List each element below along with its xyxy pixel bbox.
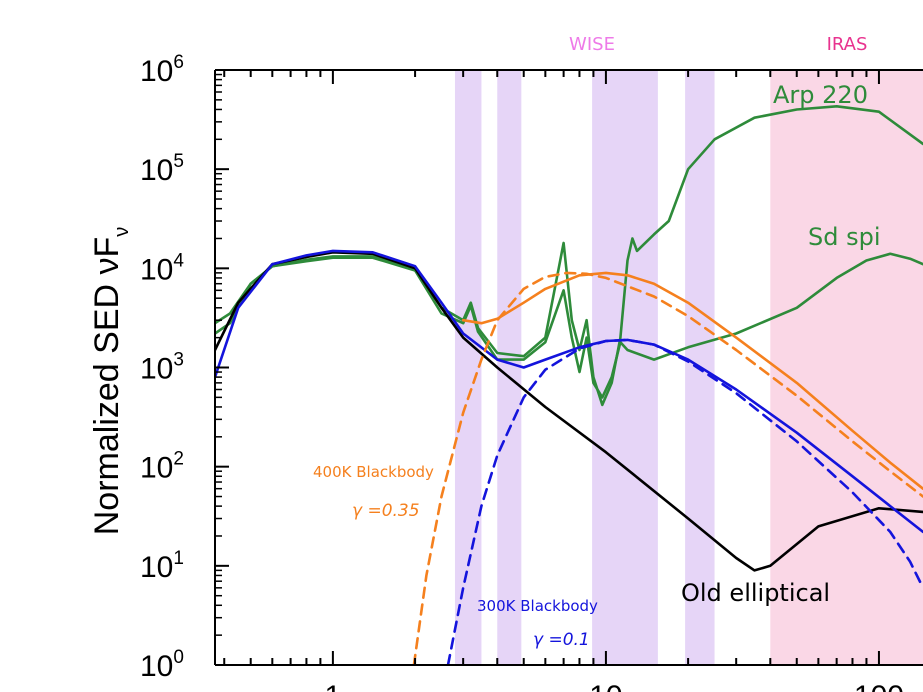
annotation-400k-blackbody: 400K Blackbody [313, 463, 434, 481]
series-300k-blackbody [446, 338, 923, 665]
y-tick-base: 10 [140, 650, 173, 683]
y-axis-label: Normalized SED νFν [88, 227, 133, 536]
annotation-old-elliptical: Old elliptical [681, 579, 830, 607]
wise-band-1 [497, 70, 522, 665]
x-tick-label: 10 [589, 680, 622, 692]
y-tick-base: 10 [140, 154, 173, 187]
band-label-iras: IRAS [827, 34, 868, 55]
annotation-gamma-400k: γ =0.35 [352, 501, 420, 521]
band-label-wise: WISE [569, 34, 615, 55]
y-tick-label: 101 [140, 548, 184, 584]
wise-band-0 [454, 70, 482, 665]
annotation-300k-blackbody: 300K Blackbody [477, 597, 598, 615]
y-tick-exponent: 2 [173, 449, 184, 470]
annotation-arp220: Arp 220 [773, 81, 868, 109]
series-old-elliptical-300k [215, 249, 923, 534]
annotation-gamma-300k: γ =0.1 [533, 630, 590, 650]
y-tick-label: 105 [140, 151, 184, 187]
y-tick-label: 103 [140, 350, 184, 386]
y-tick-exponent: 5 [173, 151, 184, 172]
sed-series [215, 105, 923, 665]
y-tick-exponent: 0 [173, 647, 184, 668]
wavelength-bands [454, 70, 923, 665]
series-arp-220 [215, 105, 923, 407]
y-tick-exponent: 3 [173, 350, 184, 371]
y-tick-exponent: 6 [173, 52, 184, 73]
y-tick-base: 10 [140, 55, 173, 88]
series-old-elliptical-400k [461, 271, 923, 490]
y-tick-exponent: 4 [173, 250, 184, 271]
y-tick-exponent: 1 [173, 548, 184, 569]
y-axis-label-subscript: ν [111, 227, 133, 237]
y-tick-base: 10 [140, 253, 173, 286]
y-tick-label: 100 [140, 647, 184, 683]
series-400k-blackbody [412, 271, 923, 665]
y-tick-base: 10 [140, 353, 173, 386]
y-tick-label: 104 [140, 250, 184, 286]
y-tick-base: 10 [140, 551, 173, 584]
y-tick-label: 102 [140, 449, 184, 485]
y-axis-label-main: Normalized SED νF [88, 237, 126, 536]
series-sd-spiral [215, 252, 923, 399]
axes: 100101102103104105106110100 [140, 52, 923, 692]
iras-band-0 [770, 70, 923, 665]
y-tick-base: 10 [140, 452, 173, 485]
x-tick-label: 100 [854, 680, 904, 692]
y-tick-label: 106 [140, 52, 184, 88]
annotation-sd-spiral: Sd spi [808, 223, 881, 251]
series-old-elliptical [215, 251, 923, 572]
wise-band-2 [592, 70, 658, 665]
x-tick-label: 1 [325, 680, 342, 692]
